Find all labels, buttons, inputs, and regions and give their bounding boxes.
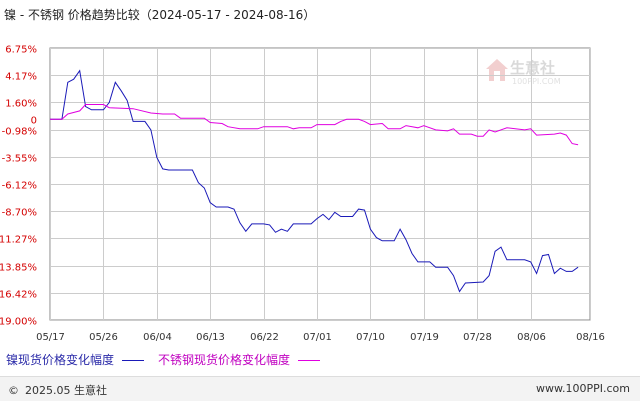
legend-swatch-stainless <box>298 360 321 361</box>
y-tick-label: -19.00% <box>0 317 37 328</box>
line-chart: 6.75% 4.17% 1.60% 0-0.98% -3.55% -6.12% -8.70%… <box>0 45 605 344</box>
footer-copyright: © 2025.05 生意社 <box>8 382 107 398</box>
chart-legend: 镍现货价格变化幅度 不锈钢现货价格变化幅度 <box>6 351 334 368</box>
legend-label-stainless: 不锈钢现货价格变化幅度 <box>158 353 291 367</box>
y-tick-label: -0.98% <box>2 127 37 138</box>
y-tick-label: -16.42% <box>0 290 37 301</box>
y-tick-label: -6.12% <box>2 181 37 192</box>
legend-label-nickel: 镍现货价格变化幅度 <box>6 353 115 367</box>
x-tick-label: 08/06 <box>517 332 546 343</box>
chart-title: 镍 - 不锈钢 价格趋势比较（2024-05-17 - 2024-08-16） <box>4 8 316 22</box>
series-lines <box>50 69 579 293</box>
y-tick-label: 4.17% <box>5 72 37 83</box>
x-tick-label: 06/04 <box>143 332 172 343</box>
footer-copyright-text: 2025.05 生意社 <box>25 384 107 397</box>
y-tick-label: -11.27% <box>0 235 37 246</box>
x-tick-label: 06/22 <box>250 332 279 343</box>
y-tick-label: 1.60% <box>5 99 37 110</box>
chart-grid <box>49 47 591 321</box>
y-tick-label: -8.70% <box>2 208 37 219</box>
legend-swatch-nickel <box>122 360 145 361</box>
x-axis-labels: 05/17 05/26 06/04 06/13 06/22 07/01 07/10 07/19… <box>36 332 605 343</box>
y-tick-label: 0 <box>31 116 37 127</box>
footer-bar: © 2025.05 生意社 www.100PPI.com <box>0 376 640 401</box>
x-tick-label: 05/17 <box>36 332 65 343</box>
y-tick-label: -3.55% <box>2 154 37 165</box>
series-line-stainless <box>50 104 579 146</box>
y-tick-label: 6.75% <box>5 45 37 56</box>
watermark-url: 100PPI.COM <box>512 77 561 86</box>
x-tick-label: 07/01 <box>303 332 332 343</box>
y-axis-labels: 6.75% 4.17% 1.60% 0-0.98% -3.55% -6.12% -8.70%… <box>0 45 37 328</box>
x-tick-label: 08/16 <box>576 332 605 343</box>
x-tick-label: 07/19 <box>410 332 439 343</box>
x-tick-label: 07/28 <box>463 332 492 343</box>
series-line-nickel <box>50 69 579 293</box>
copyright-icon: © <box>8 384 19 397</box>
x-tick-label: 07/10 <box>356 332 385 343</box>
y-tick-label: -13.85% <box>0 263 37 274</box>
footer-site-link[interactable]: www.100PPI.com <box>536 382 630 395</box>
watermark-text: 生意社 <box>510 59 556 77</box>
x-tick-label: 06/13 <box>196 332 225 343</box>
x-tick-label: 05/26 <box>89 332 118 343</box>
